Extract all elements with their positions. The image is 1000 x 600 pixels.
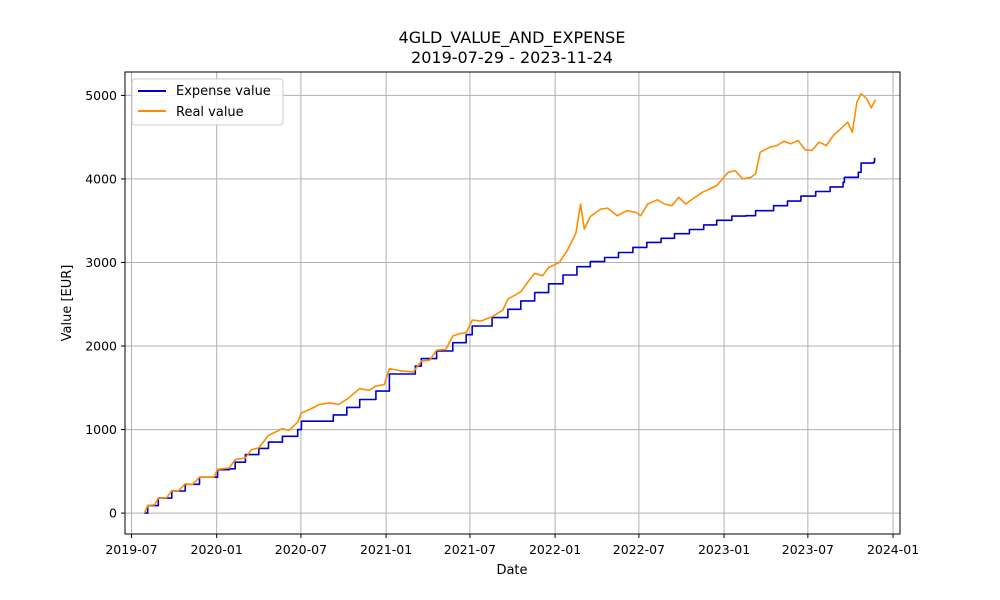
series-line-1 (143, 92, 877, 514)
y-axis-ticks: 0 1000 2000 3000 4000 5000 (85, 88, 125, 521)
y-tick-label: 1000 (85, 422, 117, 437)
x-axis-label: Date (496, 563, 527, 578)
x-tick-label: 2021-07 (444, 542, 496, 557)
legend-label-expense: Expense value (176, 84, 271, 99)
legend-label-real: Real value (176, 105, 244, 120)
x-tick-label: 2022-01 (529, 542, 581, 557)
grid-lines (125, 72, 900, 534)
x-tick-label: 2019-07 (105, 542, 157, 557)
y-tick-label: 2000 (85, 339, 117, 354)
chart-subtitle: 2019-07-29 - 2023-11-24 (411, 48, 613, 67)
y-tick-label: 0 (109, 506, 117, 521)
legend-box (131, 78, 284, 126)
x-tick-label: 2022-07 (613, 542, 665, 557)
series-lines (143, 92, 877, 514)
x-tick-label: 2023-07 (782, 542, 834, 557)
y-tick-label: 4000 (85, 171, 117, 186)
x-tick-label: 2020-07 (275, 542, 327, 557)
x-tick-label: 2020-01 (191, 542, 243, 557)
plot-area-frame (124, 71, 901, 535)
chart-title: 4GLD_VALUE_AND_EXPENSE (399, 28, 626, 48)
y-axis-label: Value [EUR] (60, 265, 75, 342)
series-line-0 (144, 157, 876, 514)
x-tick-label: 2021-01 (360, 542, 412, 557)
x-tick-label: 2023-01 (698, 542, 750, 557)
y-tick-label: 5000 (85, 88, 117, 103)
x-tick-label: 2024-01 (867, 542, 919, 557)
x-axis-ticks: 2019-07 2020-01 2020-07 2021-01 2021-07 2022-… (105, 534, 919, 557)
y-tick-label: 3000 (85, 255, 117, 270)
legend: Expense value Real value (131, 78, 284, 126)
